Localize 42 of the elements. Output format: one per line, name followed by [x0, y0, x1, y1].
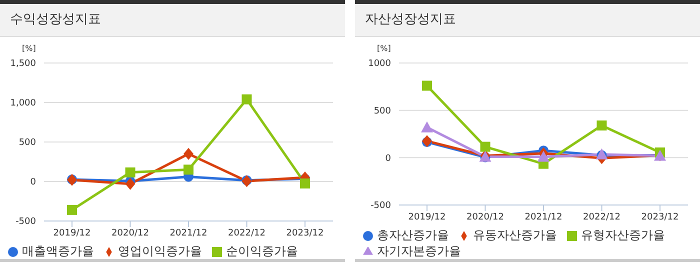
x-tick-label: 2020/12: [112, 228, 149, 238]
x-tick-label: 2022/12: [228, 228, 266, 238]
x-tick-label: 2020/12: [466, 212, 504, 222]
y-tick-label: 1000: [368, 59, 392, 70]
legend-label: 영업이익증가율: [118, 244, 202, 258]
point: [125, 178, 136, 190]
point: [184, 148, 194, 160]
point: [480, 142, 490, 152]
point: [300, 178, 310, 188]
y-axis-title: [%]: [377, 44, 391, 53]
legend-label: 유형자산증가율: [581, 228, 665, 242]
chart-title: 자산성장성지표: [355, 4, 700, 37]
x-tick-label: 2021/12: [524, 212, 562, 222]
x-tick-label: 2019/12: [408, 212, 446, 222]
legend-label: 유동자산증가율: [473, 228, 557, 242]
point: [596, 120, 607, 130]
y-tick-label: 1,000: [10, 98, 36, 109]
point: [67, 204, 77, 215]
y-tick-label: -500: [16, 217, 36, 228]
x-tick-label: 2019/12: [53, 228, 91, 238]
x-tick-label: 2023/12: [641, 212, 679, 222]
y-tick-label: 0: [30, 178, 36, 188]
legend-label: 순이익증가율: [226, 244, 298, 258]
y-tick-label: 0: [385, 154, 392, 164]
legend-label: 매출액증가율: [22, 244, 94, 258]
x-tick-label: 2022/12: [583, 212, 620, 222]
point: [184, 164, 194, 175]
y-tick-label: 500: [18, 138, 36, 148]
x-tick-label: 2023/12: [286, 228, 324, 238]
point: [125, 167, 136, 178]
x-tick-label: 2021/12: [170, 228, 208, 238]
legend-label: 총자산증가율: [377, 228, 449, 242]
point: [421, 121, 433, 132]
point: [242, 94, 252, 104]
chart-title: 수익성장성지표: [0, 4, 345, 37]
y-tick-label: 500: [374, 106, 392, 117]
y-axis-title: [%]: [22, 44, 36, 53]
legend-label: 자기자본증가율: [377, 244, 461, 258]
y-tick-label: -500: [370, 201, 392, 212]
y-tick-label: 1,500: [10, 59, 36, 70]
point: [538, 150, 550, 162]
point: [422, 80, 432, 91]
